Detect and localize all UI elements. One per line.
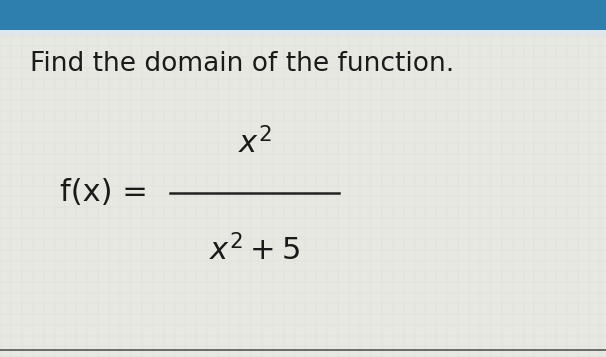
- Text: $x^2+5$: $x^2+5$: [209, 233, 300, 266]
- Text: $x^2$: $x^2$: [238, 126, 271, 159]
- Bar: [0, 0, 606, 30]
- Text: Find the domain of the function.: Find the domain of the function.: [30, 51, 454, 77]
- Text: f(x) =: f(x) =: [60, 178, 158, 207]
- Bar: [0, 30, 606, 35]
